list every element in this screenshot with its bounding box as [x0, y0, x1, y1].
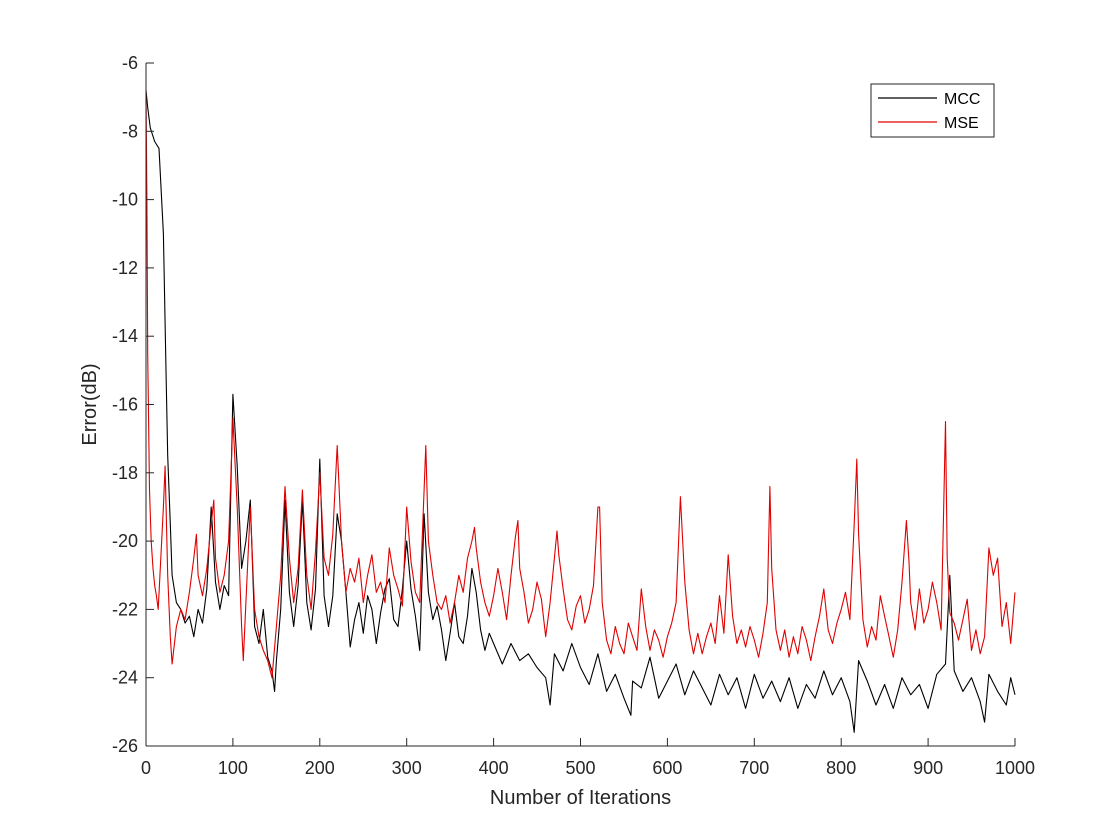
y-tick-label: -14 [112, 326, 138, 346]
x-tick-label: 600 [652, 758, 682, 778]
legend-box [870, 83, 995, 138]
x-tick-label: 900 [913, 758, 943, 778]
x-tick-label: 200 [305, 758, 335, 778]
x-tick-label: 500 [565, 758, 595, 778]
plot-area: 0 100 200 300 400 500 600 700 800 900 1000 -6 -8 -10… [112, 53, 1035, 778]
y-tick-label: -18 [112, 463, 138, 483]
x-tick-label: 1000 [995, 758, 1035, 778]
x-tick-label: 800 [826, 758, 856, 778]
y-axis-ticks: -6 -8 -10 -12 -14 -16 -18 -20 -22 -24 -26 [112, 53, 154, 756]
x-tick-label: 700 [739, 758, 769, 778]
y-tick-label: -8 [122, 121, 138, 141]
y-tick-label: -16 [112, 395, 138, 415]
legend-label-mse: MSE [944, 115, 979, 132]
y-tick-label: -6 [122, 53, 138, 73]
plot-background [146, 63, 1015, 746]
y-axis-label: Error(dB) [79, 363, 101, 445]
series-line-mse [145, 90, 1016, 679]
y-tick-label: -24 [112, 668, 138, 688]
y-tick-label: -10 [112, 190, 138, 210]
legend: MCC MSE [870, 83, 995, 138]
y-tick-label: -12 [112, 258, 138, 278]
x-tick-label: 0 [141, 758, 151, 778]
y-tick-label: -20 [112, 531, 138, 551]
legend-label-mcc: MCC [944, 91, 980, 108]
x-axis-ticks: 0 100 200 300 400 500 600 700 800 900 1000 [141, 738, 1035, 778]
x-tick-label: 100 [218, 758, 248, 778]
x-tick-label: 300 [392, 758, 422, 778]
series-layer [145, 90, 1016, 733]
y-tick-label: -22 [112, 599, 138, 619]
x-tick-label: 400 [479, 758, 509, 778]
x-axis-label: Number of Iterations [490, 787, 671, 809]
y-tick-label: -26 [112, 736, 138, 756]
